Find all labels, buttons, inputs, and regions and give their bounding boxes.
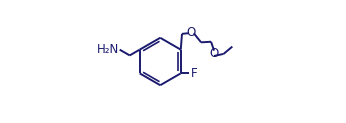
- Text: O: O: [186, 26, 196, 39]
- Text: F: F: [191, 67, 197, 80]
- Text: H₂N: H₂N: [97, 43, 119, 56]
- Text: O: O: [209, 47, 219, 60]
